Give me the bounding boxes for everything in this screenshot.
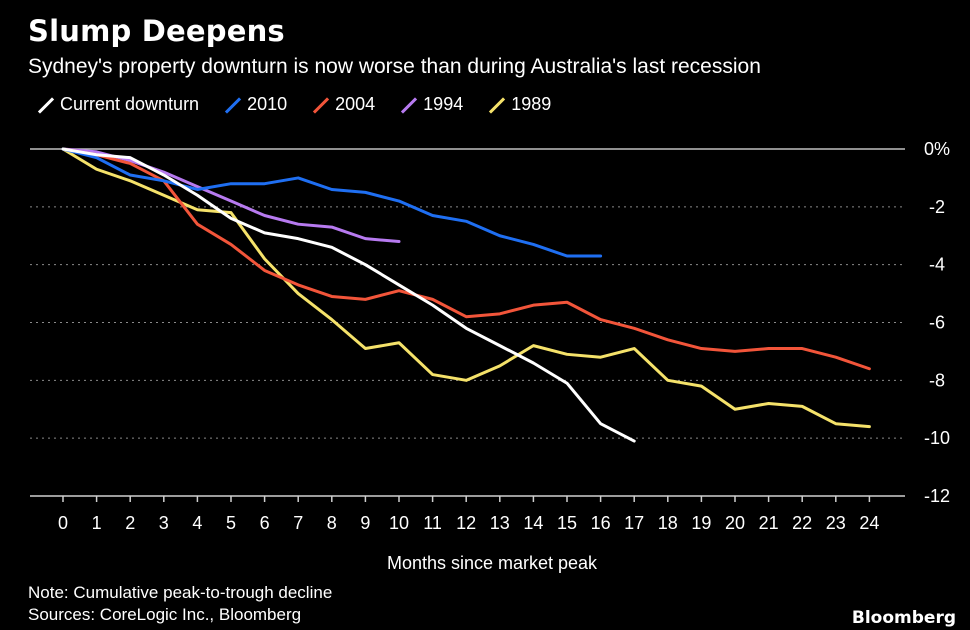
- legend-label: 1989: [511, 94, 552, 114]
- x-tick-label: 7: [293, 513, 303, 533]
- series-line-2010: [61, 147, 603, 258]
- legend-label: 1994: [423, 94, 464, 114]
- series-line-2004: [61, 147, 871, 371]
- y-tick-label: -12: [924, 486, 950, 506]
- legend-item: 2004: [313, 94, 375, 115]
- x-tick-label: 18: [658, 513, 678, 533]
- x-axis-ticks: 0 1 2 3 4 5 6 7 8 9 10 11 12 13 14 15 16 17 18 19 20 21 22 23 24: [58, 496, 879, 533]
- x-tick-label: 13: [490, 513, 510, 533]
- series-line-1989: [61, 147, 871, 429]
- note-text: Note: Cumulative peak-to-trough decline: [28, 583, 333, 602]
- legend-label: 2004: [335, 94, 376, 114]
- y-tick-label: 0%: [924, 139, 950, 159]
- y-axis-ticks: 0% -2 -4 -6 -8 -10 -12: [924, 139, 950, 506]
- bloomberg-logo: Bloomberg: [851, 608, 956, 628]
- x-tick-label: 9: [360, 513, 370, 533]
- x-tick-label: 12: [456, 513, 476, 533]
- series-lines: [61, 147, 871, 443]
- x-tick-label: 22: [792, 513, 812, 533]
- legend-item: Current downturn: [38, 94, 199, 115]
- x-tick-label: 24: [859, 513, 879, 533]
- x-tick-label: 17: [624, 513, 644, 533]
- x-tick-label: 2: [125, 513, 135, 533]
- y-tick-label: -2: [929, 197, 945, 217]
- x-tick-label: 4: [192, 513, 202, 533]
- legend: Current downturn 2010 2004 1994 1989: [38, 94, 577, 115]
- x-tick-label: 11: [423, 513, 442, 533]
- x-tick-label: 15: [557, 513, 577, 533]
- x-tick-label: 20: [725, 513, 745, 533]
- legend-item: 1989: [489, 94, 551, 115]
- legend-label: Current downturn: [60, 94, 200, 114]
- series-line-1994: [61, 147, 401, 244]
- series-line-current-downturn: [61, 147, 636, 443]
- x-tick-label: 23: [826, 513, 846, 533]
- sources-text: Sources: CoreLogic Inc., Bloomberg: [28, 605, 302, 624]
- legend-label: 2010: [247, 94, 288, 114]
- x-tick-label: 8: [327, 513, 337, 533]
- y-tick-label: -8: [929, 370, 945, 390]
- x-tick-label: 14: [523, 513, 543, 533]
- legend-item: 1994: [401, 94, 463, 115]
- x-tick-label: 6: [260, 513, 270, 533]
- x-tick-label: 0: [58, 513, 68, 533]
- x-tick-label: 16: [591, 513, 611, 533]
- legend-item: 2010: [225, 94, 287, 115]
- x-tick-label: 19: [691, 513, 711, 533]
- x-tick-label: 3: [159, 513, 169, 533]
- grid-lines: [30, 148, 905, 497]
- x-tick-label: 1: [92, 513, 102, 533]
- y-tick-label: -6: [929, 313, 945, 333]
- chart-note: Note: Cumulative peak-to-trough decline …: [28, 582, 332, 626]
- x-tick-label: 5: [226, 513, 236, 533]
- y-tick-label: -4: [929, 255, 945, 275]
- chart-subtitle: Sydney's property downturn is now worse …: [28, 55, 761, 78]
- y-tick-label: -10: [924, 428, 950, 448]
- x-axis-label: Months since market peak: [387, 553, 598, 573]
- chart-title: Slump Deepens: [28, 14, 285, 48]
- x-tick-label: 10: [389, 513, 409, 533]
- x-tick-label: 21: [759, 513, 779, 533]
